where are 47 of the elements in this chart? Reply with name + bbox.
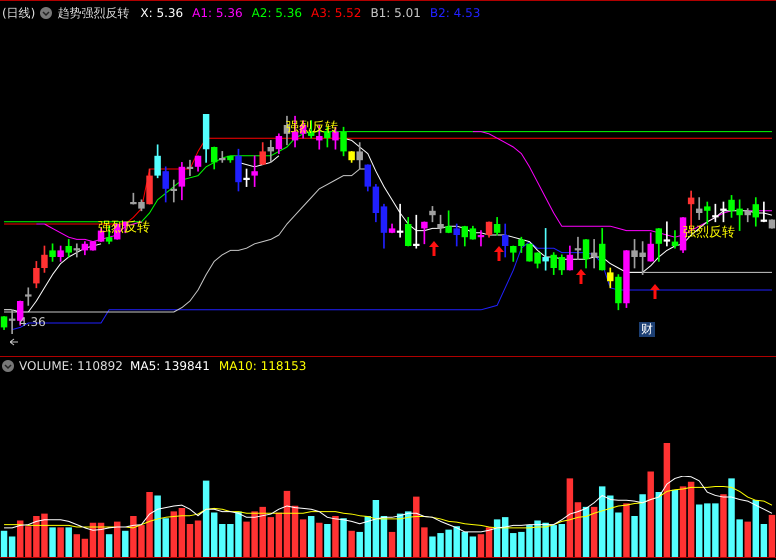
bar: [656, 492, 662, 557]
bar: [478, 534, 484, 557]
bar: [744, 522, 751, 557]
text: B2: 4.53: [430, 6, 480, 20]
bar: [316, 522, 323, 557]
chart-subtitle: 趋势强烈反转: [57, 6, 130, 20]
bar: [429, 536, 436, 557]
bar: [340, 518, 347, 557]
bar: [146, 492, 153, 557]
text: B1: 5.01: [370, 6, 421, 20]
bar: [348, 530, 355, 557]
text: A1: 5.36: [192, 6, 243, 20]
bar: [388, 532, 396, 557]
text: MA5: 139841: [130, 359, 210, 373]
candlestick: [574, 236, 582, 260]
chart-title: (日线): [2, 6, 36, 20]
bar: [768, 514, 776, 557]
text: X: 5.36: [140, 6, 184, 20]
text: VOLUME: 110892: [19, 359, 123, 373]
text: A3: 5.52: [311, 6, 362, 20]
candlestick: [478, 230, 484, 246]
candlestick: [243, 168, 250, 187]
bar: [308, 516, 314, 557]
bar: [590, 506, 598, 557]
text: MA10: 118153: [218, 359, 306, 373]
bar: [49, 527, 56, 557]
bar: [65, 527, 72, 557]
bar: [720, 494, 727, 557]
bar: [623, 503, 630, 557]
bar: [486, 527, 492, 557]
bar: [332, 516, 339, 557]
bar: [98, 522, 104, 557]
annotation: 财: [639, 322, 655, 337]
bar: [582, 506, 590, 557]
bar: [106, 534, 112, 557]
bar: [664, 443, 670, 557]
candlestick: [429, 206, 436, 222]
bar: [194, 520, 202, 557]
bar: [672, 490, 678, 557]
text: A2: 5.36: [252, 6, 302, 20]
bar: [647, 472, 654, 557]
bar: [122, 530, 129, 557]
candlestick: [720, 202, 727, 222]
bar: [57, 527, 64, 557]
candlestick: [186, 160, 194, 176]
bar: [114, 522, 120, 557]
bar: [324, 524, 331, 557]
